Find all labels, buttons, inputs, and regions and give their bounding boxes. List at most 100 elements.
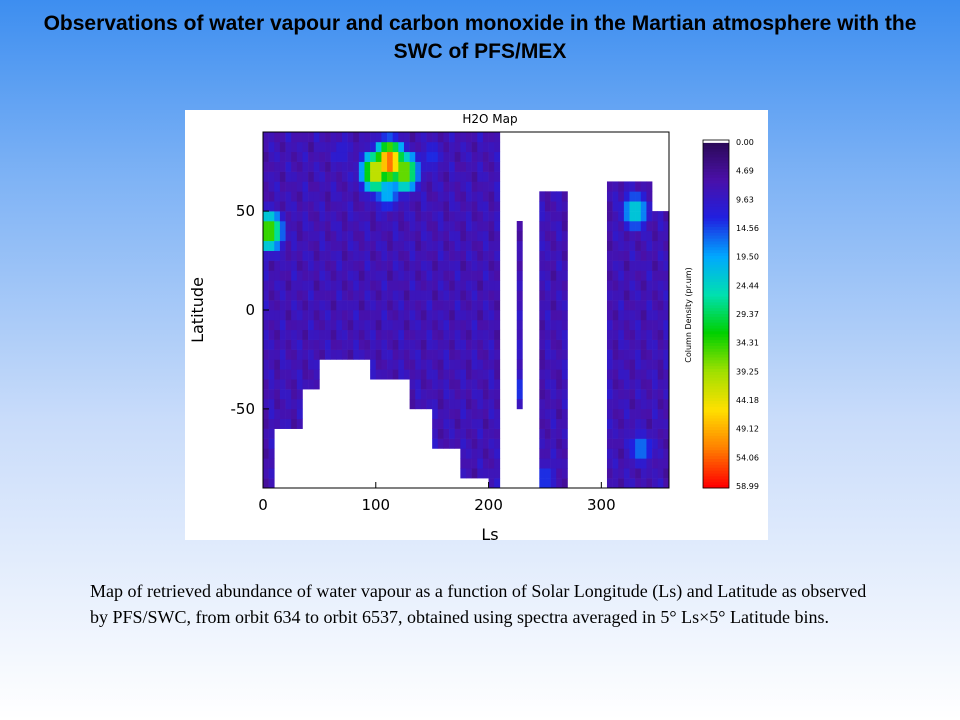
heatmap-cell bbox=[460, 230, 467, 242]
heatmap-cell bbox=[358, 329, 365, 340]
heatmap-cell bbox=[426, 349, 433, 360]
heatmap-cell bbox=[381, 260, 388, 271]
heatmap-cell bbox=[308, 171, 315, 182]
heatmap-cell bbox=[364, 319, 371, 331]
heatmap-cell bbox=[274, 171, 281, 182]
heatmap-cell bbox=[539, 191, 546, 202]
heatmap-cell bbox=[370, 221, 377, 232]
heatmap-cell bbox=[556, 260, 563, 271]
heatmap-cell bbox=[618, 260, 625, 271]
heatmap-cell bbox=[652, 290, 659, 301]
colorbar-tick-label: 24.44 bbox=[736, 281, 759, 290]
heatmap-cell bbox=[623, 428, 630, 439]
heatmap-cell bbox=[370, 201, 377, 212]
heatmap-cell bbox=[437, 132, 444, 143]
heatmap-cell bbox=[432, 141, 439, 153]
heatmap-cell bbox=[263, 151, 269, 162]
heatmap-cell bbox=[640, 349, 647, 360]
heatmap-cell bbox=[556, 399, 563, 410]
colorbar-segment bbox=[703, 316, 729, 321]
heatmap-cell bbox=[482, 349, 489, 360]
heatmap-cell bbox=[494, 369, 501, 380]
heatmap-cell bbox=[612, 181, 619, 192]
heatmap-cell bbox=[268, 250, 275, 261]
heatmap-cell bbox=[291, 171, 298, 182]
heatmap-cell bbox=[612, 418, 619, 429]
heatmap-cell bbox=[494, 379, 501, 390]
heatmap-cell bbox=[347, 201, 354, 212]
heatmap-cell bbox=[308, 161, 315, 172]
heatmap-cell bbox=[550, 418, 557, 429]
heatmap-cell bbox=[274, 329, 281, 340]
heatmap-cell bbox=[454, 399, 461, 410]
heatmap-cell bbox=[420, 191, 427, 202]
heatmap-cell bbox=[330, 280, 337, 291]
heatmap-cell bbox=[471, 132, 478, 143]
heatmap-cell bbox=[325, 211, 331, 222]
heatmap-cell bbox=[494, 458, 501, 469]
heatmap-cell bbox=[432, 270, 439, 281]
y-tick-label: 50 bbox=[236, 202, 255, 220]
heatmap-cell bbox=[319, 181, 326, 192]
heatmap-cell bbox=[494, 329, 501, 340]
heatmap-cell bbox=[635, 280, 642, 291]
heatmap-cell bbox=[544, 359, 551, 370]
heatmap-cell bbox=[296, 389, 303, 400]
heatmap-cell bbox=[313, 161, 320, 172]
heatmap-cell bbox=[415, 141, 422, 153]
heatmap-cell bbox=[387, 260, 393, 271]
heatmap-cell bbox=[488, 240, 495, 251]
heatmap-cell bbox=[657, 319, 664, 331]
heatmap-cell bbox=[516, 290, 523, 301]
heatmap-cell bbox=[618, 428, 625, 439]
heatmap-cell bbox=[646, 319, 653, 331]
heatmap-cell bbox=[415, 389, 422, 400]
heatmap-cell bbox=[606, 458, 613, 469]
heatmap-cell bbox=[398, 191, 405, 202]
heatmap-cell bbox=[358, 260, 365, 271]
heatmap-cell bbox=[449, 141, 456, 153]
heatmap-cell bbox=[364, 260, 371, 271]
heatmap-cell bbox=[618, 300, 625, 311]
heatmap-cell bbox=[392, 349, 399, 360]
heatmap-cell bbox=[449, 132, 456, 143]
heatmap-cell bbox=[420, 171, 427, 182]
heatmap-cell bbox=[415, 250, 422, 261]
heatmap-cell bbox=[426, 369, 433, 380]
heatmap-cell bbox=[550, 399, 557, 410]
heatmap-cell bbox=[471, 230, 478, 242]
heatmap-cell bbox=[539, 290, 546, 301]
heatmap-cell bbox=[263, 310, 269, 321]
heatmap-cell bbox=[274, 270, 281, 281]
heatmap-cell bbox=[268, 290, 275, 301]
heatmap-cell bbox=[477, 438, 484, 449]
heatmap-cell bbox=[296, 399, 303, 410]
heatmap-cell bbox=[387, 201, 393, 212]
heatmap-cell bbox=[460, 191, 467, 202]
heatmap-cell bbox=[336, 260, 343, 271]
heatmap-cell bbox=[449, 359, 456, 370]
heatmap-cell bbox=[561, 418, 568, 429]
heatmap-cell bbox=[443, 280, 450, 291]
heatmap-cell bbox=[561, 201, 568, 212]
heatmap-cell bbox=[544, 408, 551, 420]
heatmap-cell bbox=[663, 300, 670, 311]
heatmap-cell bbox=[466, 389, 472, 400]
heatmap-cell bbox=[415, 240, 422, 251]
colorbar-segment bbox=[703, 227, 729, 231]
heatmap-cell bbox=[454, 438, 461, 449]
heatmap-cell bbox=[488, 201, 495, 212]
heatmap-cell bbox=[488, 448, 495, 459]
heatmap-cell bbox=[347, 240, 354, 251]
heatmap-cell bbox=[618, 418, 625, 429]
heatmap-cell bbox=[460, 151, 467, 162]
heatmap-cell bbox=[612, 468, 619, 479]
heatmap-cell bbox=[494, 151, 501, 162]
heatmap-cell bbox=[471, 438, 478, 449]
heatmap-cell bbox=[623, 369, 630, 380]
heatmap-cell bbox=[409, 310, 416, 321]
heatmap-cell bbox=[308, 339, 315, 350]
heatmap-cell bbox=[426, 339, 433, 350]
heatmap-cell bbox=[274, 399, 281, 410]
heatmap-cell bbox=[494, 359, 501, 370]
